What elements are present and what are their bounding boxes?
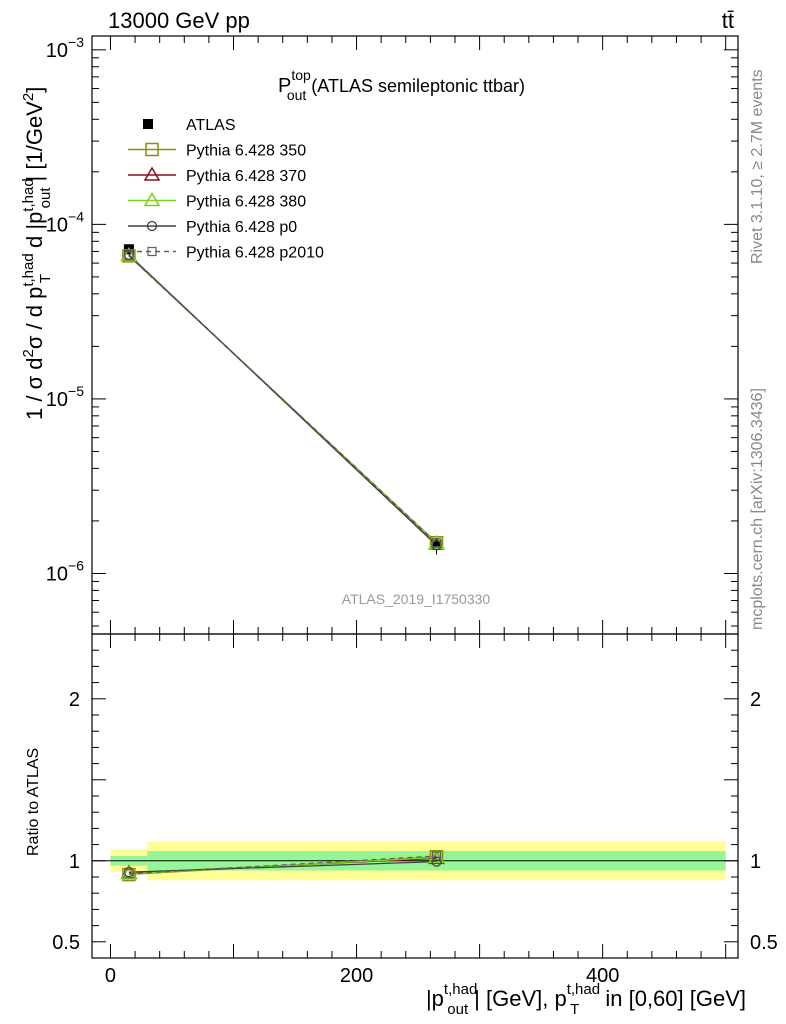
plot-title: Ptop out (ATLAS semileptonic ttbar) (278, 67, 525, 103)
analysis-id: ATLAS_2019_I1750330 (342, 591, 491, 607)
ratio-marker-p0 (431, 856, 442, 867)
ratio-line-p0 (128, 861, 437, 873)
legend-label-p370: Pythia 6.428 370 (186, 168, 306, 185)
legend-label-p2010: Pythia 6.428 p2010 (186, 245, 324, 262)
ratio-y-axis-label: Ratio to ATLAS (25, 748, 42, 856)
y-tick-label: 10−6 (46, 557, 84, 585)
x-tick-label: 0 (105, 965, 116, 987)
main-series-lines (128, 254, 438, 546)
ratio-plot-area (92, 841, 738, 881)
main-marker-p2010 (431, 538, 442, 548)
ratio-y-tick-label-right: 2 (750, 689, 761, 711)
ratio-marker-p2010 (431, 851, 442, 861)
ratio-y-tick-label: 0.5 (52, 932, 80, 954)
data-point (431, 539, 442, 550)
ratio-marker-p2010 (124, 869, 134, 879)
title-rest: (ATLAS semileptonic ttbar) (306, 76, 525, 96)
title-sub: out (287, 87, 307, 103)
beam-label: 13000 GeV pp (108, 8, 250, 33)
ratio-y-tick-label-right: 0.5 (750, 932, 778, 954)
legend-label-data: ATLAS (186, 117, 236, 134)
axes: 10−6 10−5 10−4 10−3 0 200 400 0.5 0.5 1 1 2 2 (46, 34, 778, 987)
y-tick-label: 10−5 (46, 383, 84, 411)
ratio-y-tick-label: 2 (69, 689, 80, 711)
legend-label-p380: Pythia 6.428 380 (186, 194, 306, 211)
ratio-series-markers (120, 849, 445, 882)
process-label: tt̄ (722, 8, 734, 33)
ratio-y-tick-label: 1 (69, 851, 80, 873)
legend-label-p0: Pythia 6.428 p0 (186, 219, 297, 236)
title-main: P (278, 75, 291, 97)
y-tick-label: 10−3 (46, 34, 84, 62)
x-tick-label: 200 (340, 965, 373, 987)
title-sup: top (291, 67, 311, 83)
ratio-y-tick-label-right: 1 (750, 851, 761, 873)
legend-marker-p350 (145, 142, 159, 157)
ratio-line-p380 (128, 856, 437, 875)
y-tick-label: 10−4 (46, 208, 84, 236)
main-series-markers (120, 244, 445, 551)
legend-marker-p0 (146, 220, 158, 232)
legend-marker-data (143, 119, 153, 129)
legend-marker-p380 (143, 192, 161, 207)
legend: ATLAS Pythia 6.428 350 Pythia 6.428 370 Pyt… (128, 117, 324, 262)
main-line-p2010 (128, 255, 438, 544)
ratio-marker-p350 (122, 867, 136, 882)
legend-marker-p370 (143, 166, 161, 181)
rivet-label: Rivet 3.1.10, ≥ 2.7M events (749, 69, 766, 264)
legend-label-p350: Pythia 6.428 350 (186, 143, 306, 160)
ratio-frame (91, 633, 739, 959)
mcplots-label: mcplots.cern.ch [arXiv:1306.3436] (749, 388, 766, 630)
x-axis-label: |pt,had out | [GeV], pt,had T in [0,60] [Ge… (426, 981, 746, 1018)
legend-marker-p2010 (147, 246, 157, 257)
ratio-series-lines (128, 855, 437, 876)
y-axis-label: 1 / σ d2σ / d pt,hadT d |pt,hadout| [1/G… (20, 87, 54, 420)
x-tick-label: 400 (586, 965, 619, 987)
ratio-line-p2010 (128, 855, 437, 875)
